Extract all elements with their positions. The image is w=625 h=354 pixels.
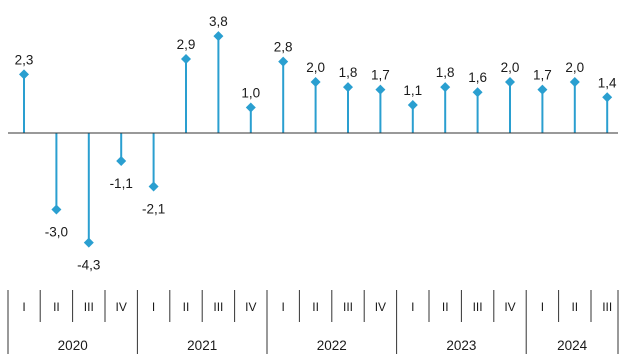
- data-point-7: [245, 102, 256, 113]
- value-label-13: 1,8: [436, 65, 455, 80]
- value-label-1: -3,0: [45, 225, 68, 240]
- data-point-11: [375, 84, 386, 95]
- value-label-7: 1,0: [241, 86, 260, 101]
- quarter-label-15: IV: [504, 300, 515, 314]
- value-label-12: 1,1: [403, 83, 422, 98]
- value-labels-layer: 2,3 -3,0 -4,3 -1,1 -2,1 2,9 3,8 1,0 2,8 2,0 1,8 1,7…: [15, 14, 617, 273]
- data-point-10: [343, 82, 353, 93]
- quarter-label-0: I: [22, 300, 25, 314]
- data-point-6: [213, 31, 224, 42]
- data-point-0: [19, 69, 29, 80]
- data-point-14: [472, 87, 483, 98]
- quarter-label-17: II: [571, 300, 578, 314]
- value-label-11: 1,7: [371, 68, 390, 83]
- value-label-10: 1,8: [339, 65, 358, 80]
- data-point-4: [148, 181, 159, 192]
- value-label-17: 2,0: [565, 60, 584, 75]
- quarter-label-6: III: [213, 300, 223, 314]
- data-point-13: [440, 82, 451, 93]
- data-point-8: [278, 56, 289, 67]
- stems-layer: [23, 36, 609, 243]
- quarter-label-1: II: [53, 300, 60, 314]
- quarter-label-10: III: [343, 300, 353, 314]
- quarter-label-4: I: [152, 300, 155, 314]
- value-label-6: 3,8: [209, 14, 228, 29]
- quarter-label-18: III: [602, 300, 612, 314]
- year-label-2: 2022: [317, 338, 347, 353]
- data-point-16: [537, 84, 548, 95]
- value-label-14: 1,6: [468, 70, 487, 85]
- data-point-15: [505, 77, 515, 87]
- quarter-label-2: III: [84, 300, 94, 314]
- value-label-5: 2,9: [177, 37, 196, 52]
- year-label-1: 2021: [187, 338, 217, 353]
- value-label-4: -2,1: [142, 202, 165, 217]
- data-point-12: [407, 99, 418, 110]
- data-point-3: [116, 156, 127, 167]
- data-point-17: [569, 77, 580, 87]
- data-point-5: [181, 54, 191, 65]
- data-point-18: [602, 92, 613, 103]
- data-point-9: [310, 77, 321, 87]
- value-label-2: -4,3: [77, 258, 100, 273]
- markers-layer: [19, 31, 613, 248]
- value-label-0: 2,3: [15, 52, 34, 67]
- quarter-label-9: II: [312, 300, 319, 314]
- data-point-1: [51, 204, 62, 215]
- quarter-label-11: IV: [375, 300, 386, 314]
- value-label-9: 2,0: [306, 60, 325, 75]
- year-label-3: 2023: [446, 338, 476, 353]
- quarter-label-16: I: [541, 300, 544, 314]
- value-label-8: 2,8: [274, 40, 293, 55]
- quarter-label-14: III: [473, 300, 483, 314]
- quarter-label-3: IV: [116, 300, 127, 314]
- quarter-label-13: II: [442, 300, 449, 314]
- value-label-18: 1,4: [598, 75, 617, 90]
- quarter-label-5: II: [183, 300, 190, 314]
- data-point-2: [83, 237, 94, 248]
- quarter-label-8: I: [282, 300, 285, 314]
- value-label-16: 1,7: [533, 68, 552, 83]
- value-label-15: 2,0: [501, 60, 520, 75]
- quarter-label-7: IV: [245, 300, 256, 314]
- year-label-4: 2024: [557, 338, 588, 353]
- value-label-3: -1,1: [110, 176, 133, 191]
- year-label-0: 2020: [58, 338, 88, 353]
- quarter-label-12: I: [411, 300, 414, 314]
